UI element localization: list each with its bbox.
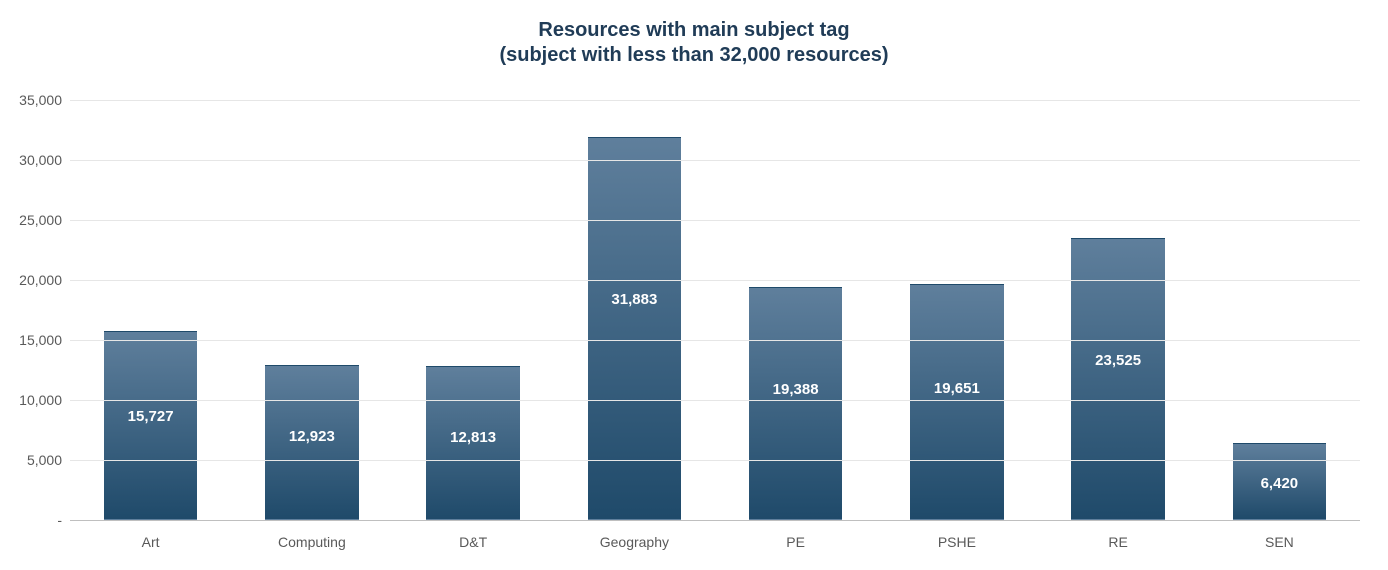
bar-value-label: 23,525 xyxy=(1095,352,1141,369)
bar-value-label: 12,813 xyxy=(450,429,496,446)
chart-title-line1: Resources with main subject tag xyxy=(0,18,1388,43)
chart-title: Resources with main subject tag (subject… xyxy=(0,0,1388,68)
bar: 12,923 xyxy=(265,365,359,520)
grid-line xyxy=(70,100,1360,101)
y-tick-label: 5,000 xyxy=(27,452,70,468)
x-tick-label: Computing xyxy=(278,534,346,550)
bar-value-label: 31,883 xyxy=(611,291,657,308)
bar: 19,388 xyxy=(749,287,843,520)
x-tick-label: D&T xyxy=(459,534,487,550)
y-tick-label: - xyxy=(57,512,70,528)
bar-chart: Resources with main subject tag (subject… xyxy=(0,0,1388,570)
grid-line xyxy=(70,400,1360,401)
bar: 6,420 xyxy=(1233,443,1327,520)
y-tick-label: 30,000 xyxy=(19,152,70,168)
chart-title-line2: (subject with less than 32,000 resources… xyxy=(0,43,1388,68)
x-tick-label: PSHE xyxy=(938,534,976,550)
plot-area: 15,727 12,923 12,813 31,883 19,388 19,651 23,5… xyxy=(70,100,1360,520)
bar: 15,727 xyxy=(104,331,198,520)
x-tick-label: SEN xyxy=(1265,534,1294,550)
x-axis-line xyxy=(70,520,1360,521)
grid-line xyxy=(70,460,1360,461)
bars-layer: 15,727 12,923 12,813 31,883 19,388 19,651 23,5… xyxy=(70,100,1360,520)
x-tick-label: RE xyxy=(1108,534,1127,550)
grid-line xyxy=(70,280,1360,281)
x-tick-label: Art xyxy=(142,534,160,550)
bar-value-label: 12,923 xyxy=(289,428,335,445)
y-tick-label: 20,000 xyxy=(19,272,70,288)
y-tick-label: 15,000 xyxy=(19,332,70,348)
bar-value-label: 15,727 xyxy=(128,408,174,425)
bar-value-label: 19,651 xyxy=(934,380,980,397)
grid-line xyxy=(70,340,1360,341)
bar: 31,883 xyxy=(588,137,682,520)
bar: 12,813 xyxy=(426,366,520,520)
y-tick-label: 35,000 xyxy=(19,92,70,108)
grid-line xyxy=(70,220,1360,221)
y-tick-label: 10,000 xyxy=(19,392,70,408)
bar-value-label: 19,388 xyxy=(773,381,819,398)
x-tick-label: PE xyxy=(786,534,805,550)
bar-value-label: 6,420 xyxy=(1261,475,1299,492)
bar: 19,651 xyxy=(910,284,1004,520)
x-tick-label: Geography xyxy=(600,534,669,550)
grid-line xyxy=(70,160,1360,161)
y-tick-label: 25,000 xyxy=(19,212,70,228)
